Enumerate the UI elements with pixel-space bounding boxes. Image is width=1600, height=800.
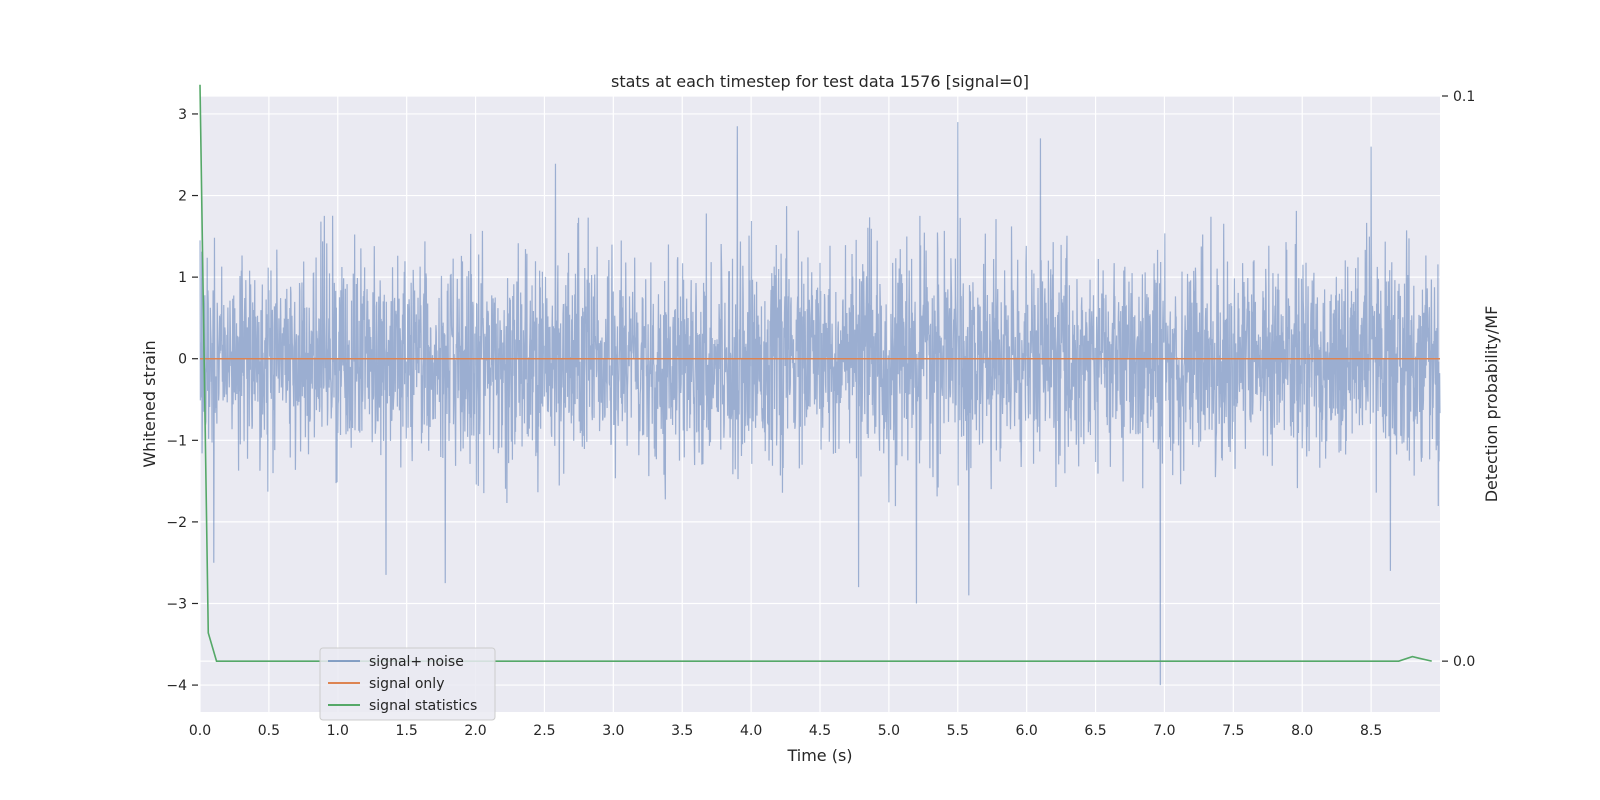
x-tick-label: 7.0 — [1153, 723, 1175, 739]
ticks: 0.0 0.5 1.0 1.5 2.0 2.5 3.0 3.5 4.0 4.5 5.0 5.5 6.0 6… — [166, 89, 1475, 739]
x-tick-label: 2.5 — [533, 723, 555, 739]
legend: signal+ noise signal only signal statist… — [319, 647, 496, 721]
legend-box — [319, 647, 496, 721]
series-line-signal-noise — [199, 122, 1441, 686]
y-right-tick-label: 0.0 — [1453, 654, 1475, 670]
y-tick-label: 0 — [178, 352, 187, 368]
legend-label-signal-only: signal only — [369, 676, 444, 692]
series-line-signal-statistics — [199, 84, 1432, 662]
x-tick-label: 6.5 — [1084, 723, 1106, 739]
y-tick-label: −3 — [166, 596, 187, 612]
x-tick-label: 0.5 — [258, 723, 280, 739]
y-axis-title: Whitened strain — [140, 340, 159, 467]
y-tick-label: 3 — [178, 107, 187, 123]
x-tick-label: 3.5 — [671, 723, 693, 739]
x-tick-label: 7.5 — [1222, 723, 1244, 739]
y-tick-label: 1 — [178, 270, 187, 286]
legend-label-signal-noise: signal+ noise — [369, 654, 464, 670]
legend-label-signal-statistics: signal statistics — [369, 698, 477, 714]
x-tick-label: 8.5 — [1360, 723, 1382, 739]
x-tick-label: 4.0 — [740, 723, 762, 739]
y-tick-label: −2 — [166, 515, 187, 531]
x-tick-label: 1.0 — [327, 723, 349, 739]
y-tick-label: −4 — [166, 678, 187, 694]
x-tick-label: 1.5 — [396, 723, 418, 739]
x-tick-label: 5.0 — [878, 723, 900, 739]
y-axis-right-title: Detection probability/MF — [1482, 306, 1501, 503]
x-tick-label: 8.0 — [1291, 723, 1313, 739]
data-layer — [199, 84, 1441, 686]
x-tick-label: 6.0 — [1016, 723, 1038, 739]
chart-title: stats at each timestep for test data 157… — [611, 72, 1029, 91]
y-right-tick-label: 0.1 — [1453, 89, 1475, 105]
x-tick-label: 3.0 — [602, 723, 624, 739]
y-tick-label: −1 — [166, 433, 187, 449]
x-tick-label: 0.0 — [189, 723, 211, 739]
y-tick-label: 2 — [178, 189, 187, 205]
x-tick-label: 4.5 — [809, 723, 831, 739]
x-axis-title: Time (s) — [786, 746, 852, 765]
x-tick-label: 5.5 — [947, 723, 969, 739]
x-tick-label: 2.0 — [464, 723, 486, 739]
